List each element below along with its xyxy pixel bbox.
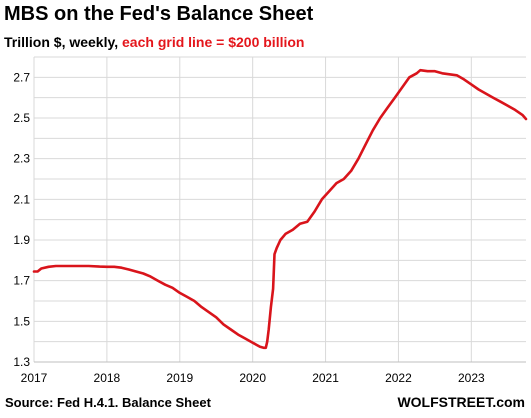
x-tick-label: 2017 xyxy=(21,371,48,385)
subtitle-highlight: each grid line = $200 billion xyxy=(122,34,305,50)
x-tick-label: 2022 xyxy=(385,371,412,385)
x-tick-label: 2018 xyxy=(94,371,121,385)
chart-title: MBS on the Fed's Balance Sheet xyxy=(4,3,314,25)
series-group xyxy=(32,68,528,350)
x-tick-label: 2021 xyxy=(312,371,339,385)
y-tick-label: 1.3 xyxy=(13,355,30,369)
y-tick-label: 1.9 xyxy=(13,233,30,247)
source-note: Source: Fed H.4.1. Balance Sheet xyxy=(5,395,211,410)
y-tick-label: 2.1 xyxy=(13,192,30,206)
x-tick-label: 2020 xyxy=(239,371,266,385)
subtitle-main: Trillion $, weekly, xyxy=(4,34,123,50)
y-tick-label: 1.5 xyxy=(13,314,30,328)
y-tick-label: 2.7 xyxy=(13,70,30,84)
x-tick-label: 2019 xyxy=(166,371,193,385)
y-tick-label: 1.7 xyxy=(13,274,30,288)
chart-subtitle: Trillion $, weekly, each grid line = $20… xyxy=(4,34,304,50)
x-tick-label: 2023 xyxy=(458,371,485,385)
y-axis-ticks: 1.3 1.5 1.7 1.9 2.1 2.3 2.5 2.7 xyxy=(13,70,30,369)
y-tick-label: 2.3 xyxy=(13,152,30,166)
y-tick-label: 2.5 xyxy=(13,111,30,125)
x-axis-ticks: 2017 2018 2019 2020 2021 2022 2023 xyxy=(21,371,485,385)
watermark: WOLFSTREET.com xyxy=(397,394,525,410)
series-line xyxy=(32,68,528,350)
grid-lines xyxy=(33,56,526,363)
